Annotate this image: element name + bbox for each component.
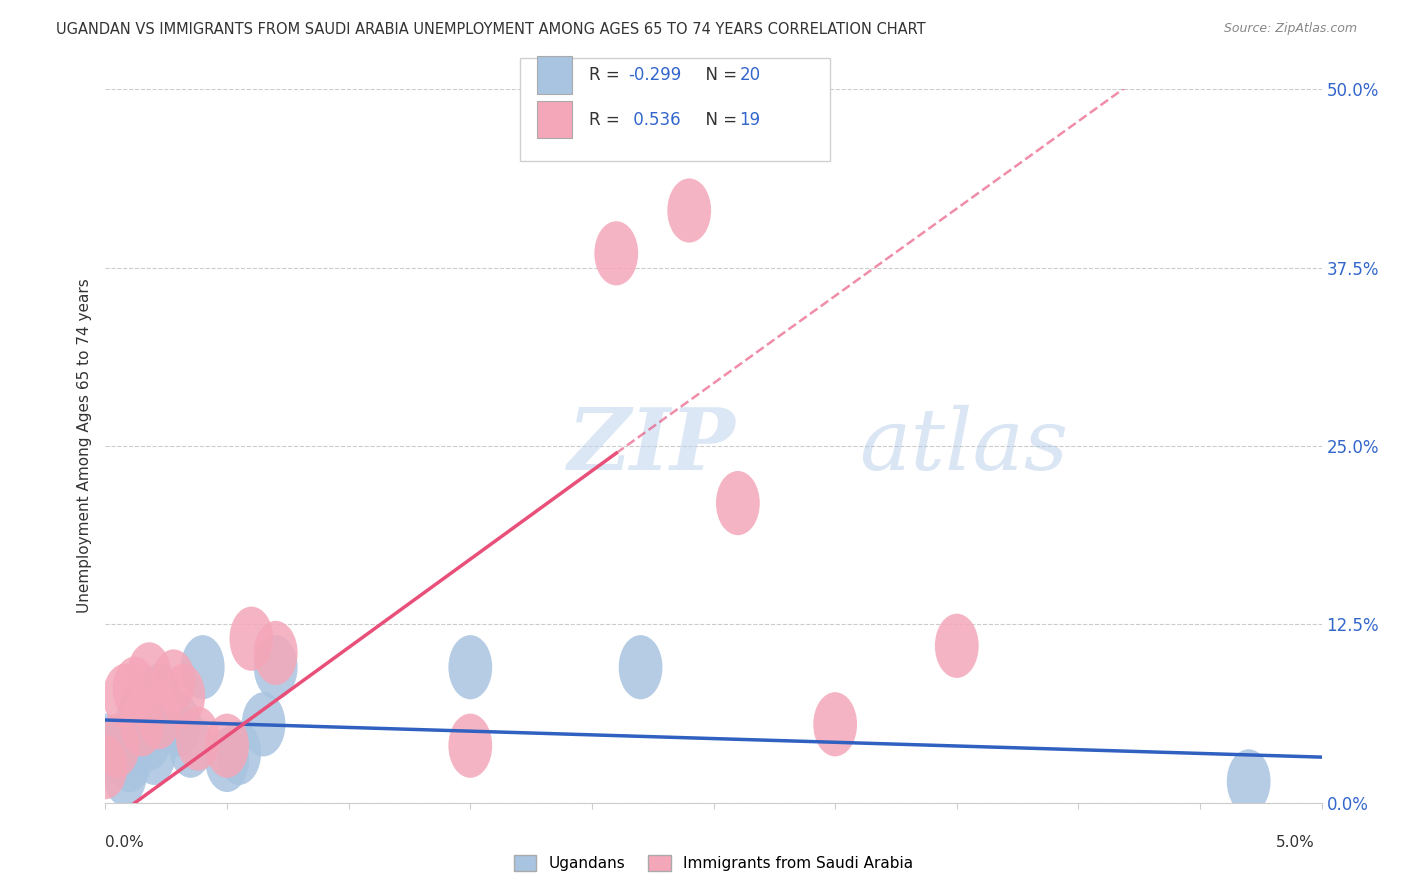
Ellipse shape bbox=[83, 735, 128, 799]
Ellipse shape bbox=[152, 649, 195, 714]
Ellipse shape bbox=[112, 657, 156, 721]
Ellipse shape bbox=[619, 635, 662, 699]
Text: ZIP: ZIP bbox=[568, 404, 735, 488]
Text: 0.536: 0.536 bbox=[628, 111, 681, 128]
Ellipse shape bbox=[128, 706, 172, 771]
Ellipse shape bbox=[145, 685, 188, 749]
Ellipse shape bbox=[103, 742, 146, 806]
Ellipse shape bbox=[136, 664, 181, 728]
Ellipse shape bbox=[205, 714, 249, 778]
Ellipse shape bbox=[132, 721, 176, 785]
Ellipse shape bbox=[169, 714, 212, 778]
Ellipse shape bbox=[128, 642, 172, 706]
Text: N =: N = bbox=[695, 111, 742, 128]
Ellipse shape bbox=[108, 728, 152, 792]
Ellipse shape bbox=[716, 471, 759, 535]
Ellipse shape bbox=[181, 635, 225, 699]
Ellipse shape bbox=[120, 692, 165, 756]
Ellipse shape bbox=[96, 714, 139, 778]
Text: -0.299: -0.299 bbox=[628, 66, 682, 84]
Ellipse shape bbox=[595, 221, 638, 285]
Ellipse shape bbox=[935, 614, 979, 678]
Text: R =: R = bbox=[589, 111, 626, 128]
Text: R =: R = bbox=[589, 66, 626, 84]
Ellipse shape bbox=[103, 664, 146, 728]
Ellipse shape bbox=[1227, 749, 1271, 814]
Ellipse shape bbox=[156, 692, 200, 756]
Ellipse shape bbox=[83, 714, 128, 778]
Text: 19: 19 bbox=[740, 111, 761, 128]
Text: Source: ZipAtlas.com: Source: ZipAtlas.com bbox=[1223, 22, 1357, 36]
Legend: Ugandans, Immigrants from Saudi Arabia: Ugandans, Immigrants from Saudi Arabia bbox=[508, 849, 920, 877]
Ellipse shape bbox=[254, 621, 298, 685]
Ellipse shape bbox=[96, 721, 139, 785]
Y-axis label: Unemployment Among Ages 65 to 74 years: Unemployment Among Ages 65 to 74 years bbox=[76, 278, 91, 614]
Ellipse shape bbox=[254, 635, 298, 699]
Ellipse shape bbox=[229, 607, 273, 671]
Ellipse shape bbox=[449, 714, 492, 778]
Ellipse shape bbox=[813, 692, 858, 756]
Text: 5.0%: 5.0% bbox=[1275, 836, 1315, 850]
Ellipse shape bbox=[449, 635, 492, 699]
Ellipse shape bbox=[162, 664, 205, 728]
Ellipse shape bbox=[176, 706, 219, 771]
Text: 0.0%: 0.0% bbox=[105, 836, 145, 850]
Text: 20: 20 bbox=[740, 66, 761, 84]
Ellipse shape bbox=[242, 692, 285, 756]
Ellipse shape bbox=[120, 678, 165, 742]
Ellipse shape bbox=[205, 728, 249, 792]
Ellipse shape bbox=[136, 685, 181, 749]
Ellipse shape bbox=[668, 178, 711, 243]
Ellipse shape bbox=[115, 692, 159, 756]
Ellipse shape bbox=[218, 721, 262, 785]
Text: N =: N = bbox=[695, 66, 742, 84]
Text: UGANDAN VS IMMIGRANTS FROM SAUDI ARABIA UNEMPLOYMENT AMONG AGES 65 TO 74 YEARS C: UGANDAN VS IMMIGRANTS FROM SAUDI ARABIA … bbox=[56, 22, 927, 37]
Text: atlas: atlas bbox=[859, 405, 1069, 487]
